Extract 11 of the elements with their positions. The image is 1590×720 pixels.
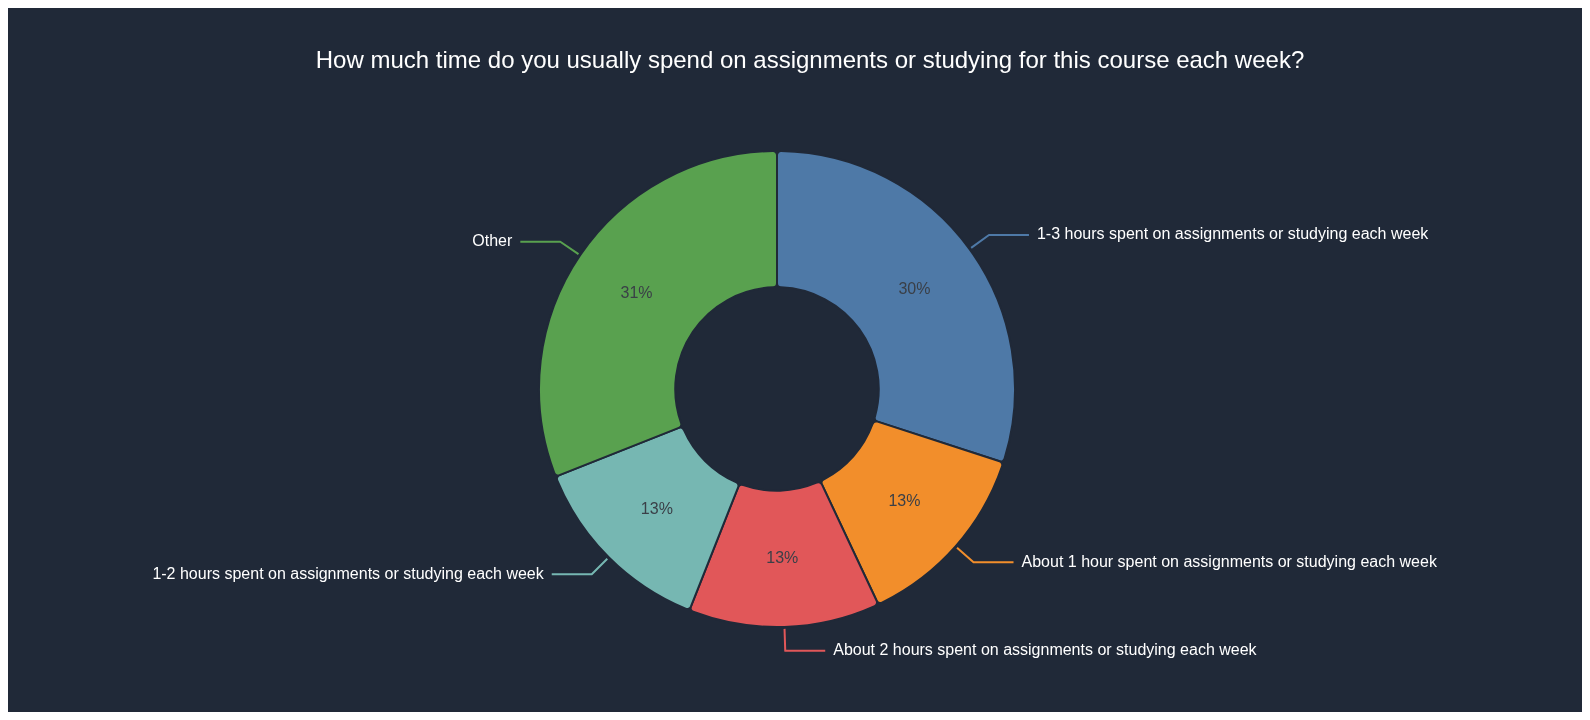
slice-label: 1-2 hours spent on assignments or studying each week xyxy=(152,564,545,582)
data-label: 13% xyxy=(766,549,799,567)
chart-title: How much time do you usually spend on assignments or studying for this course each week? xyxy=(314,45,1306,75)
slice-label: About 2 hours spent on assignments or studying each week xyxy=(833,641,1258,659)
slice-label: 1-3 hours spent on assignments or studying each week xyxy=(1036,225,1430,243)
data-label: 31% xyxy=(620,283,653,301)
data-label: 30% xyxy=(898,279,931,297)
slice-label: Other xyxy=(472,232,513,250)
data-label: 13% xyxy=(888,491,921,509)
data-label: 13% xyxy=(640,499,673,517)
slice-label: About 1 hour spent on assignments or studying each week xyxy=(1021,552,1438,570)
